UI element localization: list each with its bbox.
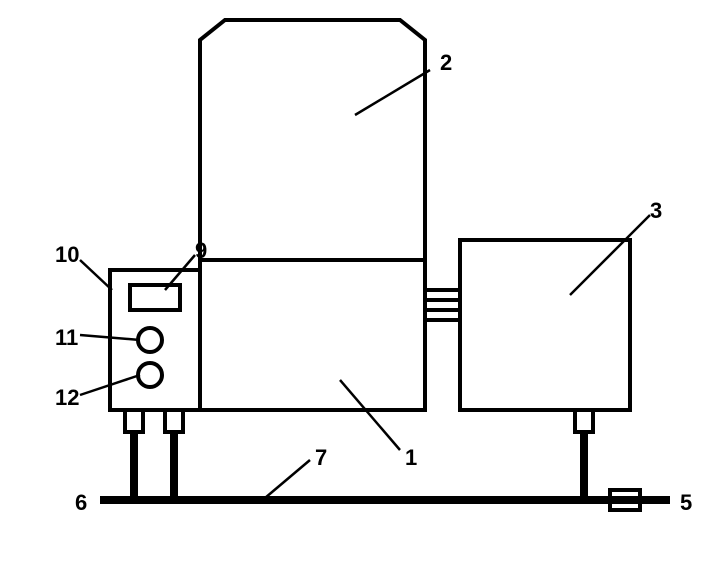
leader-l2 — [355, 70, 430, 115]
label-n12: 12 — [55, 385, 79, 410]
leader-l10 — [80, 260, 112, 290]
panel-knob-1 — [138, 328, 162, 352]
label-n6: 6 — [75, 490, 87, 515]
shaft-bot — [425, 310, 460, 320]
label-n1: 1 — [405, 445, 417, 470]
label-n3: 3 — [650, 198, 662, 223]
label-n10: 10 — [55, 242, 79, 267]
shaft-top — [425, 290, 460, 300]
leader-l3 — [570, 215, 650, 295]
body — [200, 260, 425, 410]
panel-display — [130, 285, 180, 310]
connector-motor — [575, 410, 593, 432]
connector-panel-1 — [125, 410, 143, 432]
control-panel — [110, 270, 200, 410]
panel-knob-2 — [138, 363, 162, 387]
label-n2: 2 — [440, 50, 452, 75]
connector-panel-2 — [165, 410, 183, 432]
label-n5: 5 — [680, 490, 692, 515]
leader-l7 — [265, 460, 310, 498]
motor — [460, 240, 630, 410]
hopper — [200, 20, 425, 260]
label-n7: 7 — [315, 445, 327, 470]
leader-l1 — [340, 380, 400, 450]
label-n11: 11 — [55, 325, 78, 350]
label-n9: 9 — [195, 238, 207, 263]
